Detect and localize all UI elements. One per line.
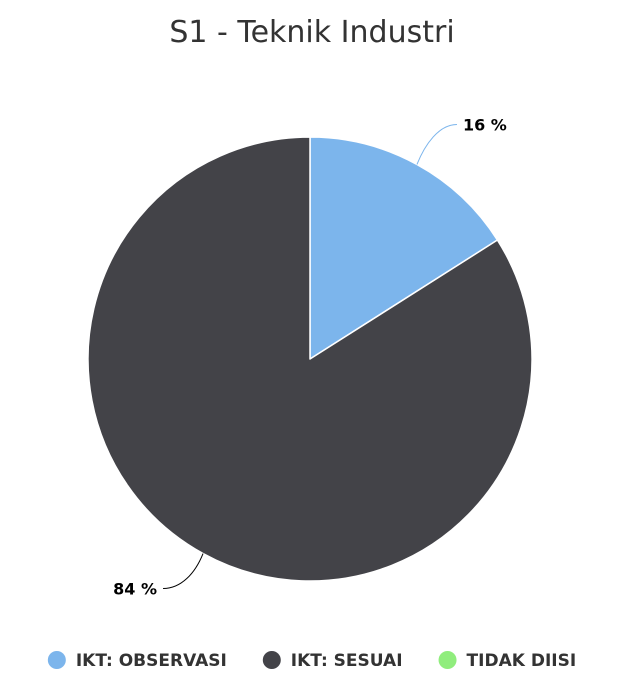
data-labels: 16 % 84 % <box>113 115 507 598</box>
legend-label-1: IKT: SESUAI <box>291 651 403 671</box>
data-label-connector-1 <box>163 553 204 590</box>
data-label-1: 84 % <box>113 580 157 599</box>
legend-marker-2 <box>438 651 457 669</box>
legend-marker-0 <box>47 651 66 669</box>
legend-item-0[interactable]: IKT: OBSERVASI <box>47 651 227 671</box>
data-label-connector-0 <box>416 123 457 165</box>
data-label-0: 16 % <box>463 115 507 134</box>
legend-item-1[interactable]: IKT: SESUAI <box>262 651 403 671</box>
legend-item-2[interactable]: TIDAK DIISI <box>438 651 577 671</box>
pie-slice-1[interactable] <box>87 136 533 582</box>
legend-label-2: TIDAK DIISI <box>467 651 577 671</box>
chart-title: S1 - Teknik Industri <box>169 15 454 50</box>
legend-label-0: IKT: OBSERVASI <box>76 651 227 671</box>
pie-slices <box>87 136 533 582</box>
legend: IKT: OBSERVASI IKT: SESUAI TIDAK DIISI <box>47 651 577 671</box>
data-label-connectors <box>163 123 457 590</box>
legend-marker-1 <box>262 651 281 669</box>
